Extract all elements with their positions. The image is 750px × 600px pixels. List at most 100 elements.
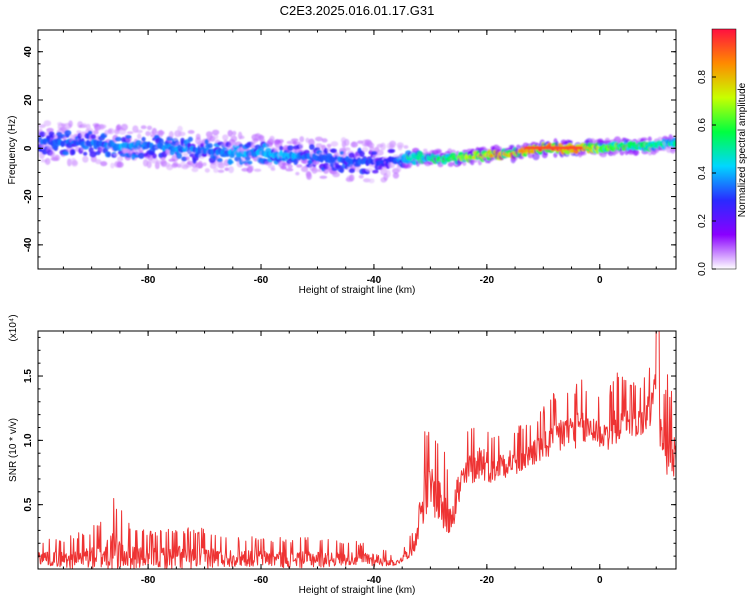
heatmap-cell — [309, 144, 315, 151]
heatmap-cell — [295, 171, 300, 176]
heatmap-cell — [136, 133, 142, 140]
heatmap-cell — [202, 162, 207, 167]
heatmap-cell — [177, 125, 183, 133]
heatmap-cell — [120, 123, 128, 131]
x-tick-label: -40 — [367, 575, 382, 586]
heatmap-cell — [403, 145, 409, 149]
heatmap-cell — [204, 168, 210, 173]
heatmap-cell — [293, 158, 299, 166]
heatmap-cell — [197, 160, 203, 169]
heatmap-cell — [244, 156, 251, 161]
heatmap-cell — [296, 164, 303, 168]
heatmap-cell — [423, 148, 428, 153]
heatmap-cell — [218, 162, 225, 169]
heatmap-cell — [137, 152, 145, 159]
heatmap-cell — [106, 151, 112, 158]
colorbar-label: Normalized spectral amplitude — [737, 82, 748, 217]
heatmap-cell — [472, 159, 478, 163]
heatmap-cell — [117, 156, 124, 162]
heatmap-cell — [140, 125, 147, 130]
heatmap-cell — [388, 145, 396, 149]
x-tick-label: -20 — [480, 275, 495, 286]
heatmap-cell — [72, 160, 78, 166]
spectrogram-x-ticks: -80 -60 -40 -20 0 — [62, 30, 657, 286]
heatmap-cell — [224, 167, 230, 172]
heatmap-cell — [643, 150, 649, 155]
heatmap-cell — [279, 145, 284, 151]
heatmap-cell — [647, 136, 652, 143]
heatmap-cell — [211, 129, 220, 136]
heatmap-cell — [350, 141, 358, 148]
heatmap-cell — [359, 150, 365, 158]
heatmap-cell — [407, 162, 413, 167]
heatmap-cell — [342, 147, 351, 151]
heatmap-cell — [83, 151, 88, 156]
heatmap-cell — [43, 120, 52, 127]
y-tick-label: 0 — [23, 145, 34, 151]
heatmap-cell — [287, 145, 294, 151]
snr-frame — [37, 330, 677, 570]
heatmap-cell — [48, 131, 55, 137]
heatmap-cell — [76, 130, 82, 134]
heatmap-cell — [114, 136, 122, 142]
heatmap-cell — [213, 167, 219, 173]
heatmap-cell — [299, 143, 304, 150]
colorbar-tick-label: 0.6 — [697, 118, 708, 132]
colorbar-tick-label: 0.8 — [697, 70, 708, 84]
heatmap-cell — [185, 156, 190, 161]
heatmap-cell — [116, 161, 124, 168]
snr-x-axis-label: Height of straight line (km) — [299, 585, 416, 596]
heatmap-cell — [372, 169, 379, 174]
heatmap-cell — [62, 151, 69, 156]
spectrogram-marks — [38, 120, 676, 184]
heatmap-cell — [368, 178, 375, 184]
x-tick-label: -40 — [367, 275, 382, 286]
heatmap-cell — [200, 142, 205, 149]
figure-title: C2E3.2025.016.01.17.G31 — [280, 3, 435, 18]
heatmap-cell — [67, 158, 72, 167]
heatmap-cell — [204, 139, 209, 145]
heatmap-cell — [207, 143, 213, 149]
heatmap-cell — [640, 137, 648, 142]
heatmap-cell — [314, 136, 323, 142]
heatmap-cell — [187, 130, 195, 134]
heatmap-cell — [330, 148, 337, 154]
heatmap-cell — [90, 134, 97, 140]
heatmap-cell — [158, 138, 164, 146]
heatmap-cell — [270, 167, 276, 171]
heatmap-cell — [287, 164, 293, 169]
heatmap-cell — [291, 138, 299, 142]
heatmap-cell — [344, 138, 350, 147]
heatmap-cell — [285, 168, 294, 172]
heatmap-cell — [100, 134, 108, 138]
heatmap-cell — [182, 152, 189, 157]
heatmap-cell — [323, 168, 329, 174]
heatmap-cell — [232, 130, 237, 136]
y-tick-label: 1.5 — [23, 369, 34, 383]
heatmap-cell — [308, 138, 315, 145]
heatmap-cell — [366, 140, 373, 148]
heatmap-cell — [68, 120, 73, 128]
heatmap-cell — [38, 131, 46, 138]
heatmap-cell — [589, 138, 596, 146]
colorbar-tick-label: 0.2 — [697, 214, 708, 228]
spectrogram-y-axis-label: Frequency (Hz) — [7, 116, 18, 185]
heatmap-cell — [191, 167, 199, 173]
y-tick-label: 40 — [23, 46, 34, 58]
heatmap-cell — [396, 165, 402, 173]
heatmap-cell — [230, 135, 238, 142]
y-tick-label: -40 — [23, 237, 34, 252]
heatmap-cell — [90, 155, 97, 163]
spectrogram-frame — [37, 29, 677, 270]
heatmap-cell — [553, 152, 558, 158]
heatmap-cell — [389, 148, 396, 153]
heatmap-cell — [110, 162, 115, 169]
heatmap-cell — [156, 130, 165, 136]
heatmap-cell — [216, 157, 223, 163]
heatmap-cell — [579, 151, 587, 156]
snr-series-line — [38, 331, 676, 569]
heatmap-cell — [434, 148, 443, 155]
heatmap-cell — [392, 172, 400, 179]
heatmap-cell — [554, 141, 560, 148]
